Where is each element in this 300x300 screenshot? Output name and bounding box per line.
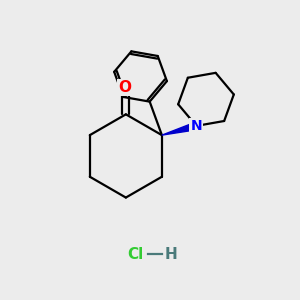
Text: Cl: Cl <box>127 247 143 262</box>
Text: N: N <box>190 119 202 133</box>
Text: O: O <box>118 80 131 95</box>
Polygon shape <box>162 122 197 135</box>
Text: H: H <box>164 247 177 262</box>
